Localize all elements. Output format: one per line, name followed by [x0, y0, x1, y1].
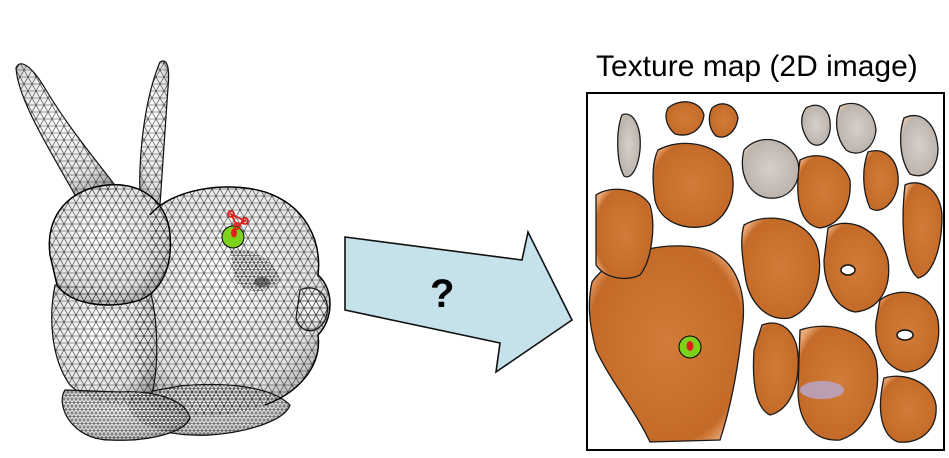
- texture-map-title: Texture map (2D image): [596, 50, 918, 83]
- bunny-red-marker: [231, 228, 237, 238]
- bunny-mesh-image: [15, 60, 331, 441]
- texture-atlas-image: [586, 92, 945, 451]
- texture-red-marker: [686, 341, 694, 351]
- bunny-red-triangle-marker: [227, 210, 249, 230]
- mapping-arrow: [344, 229, 574, 374]
- arrow-question-label: ?: [430, 272, 455, 316]
